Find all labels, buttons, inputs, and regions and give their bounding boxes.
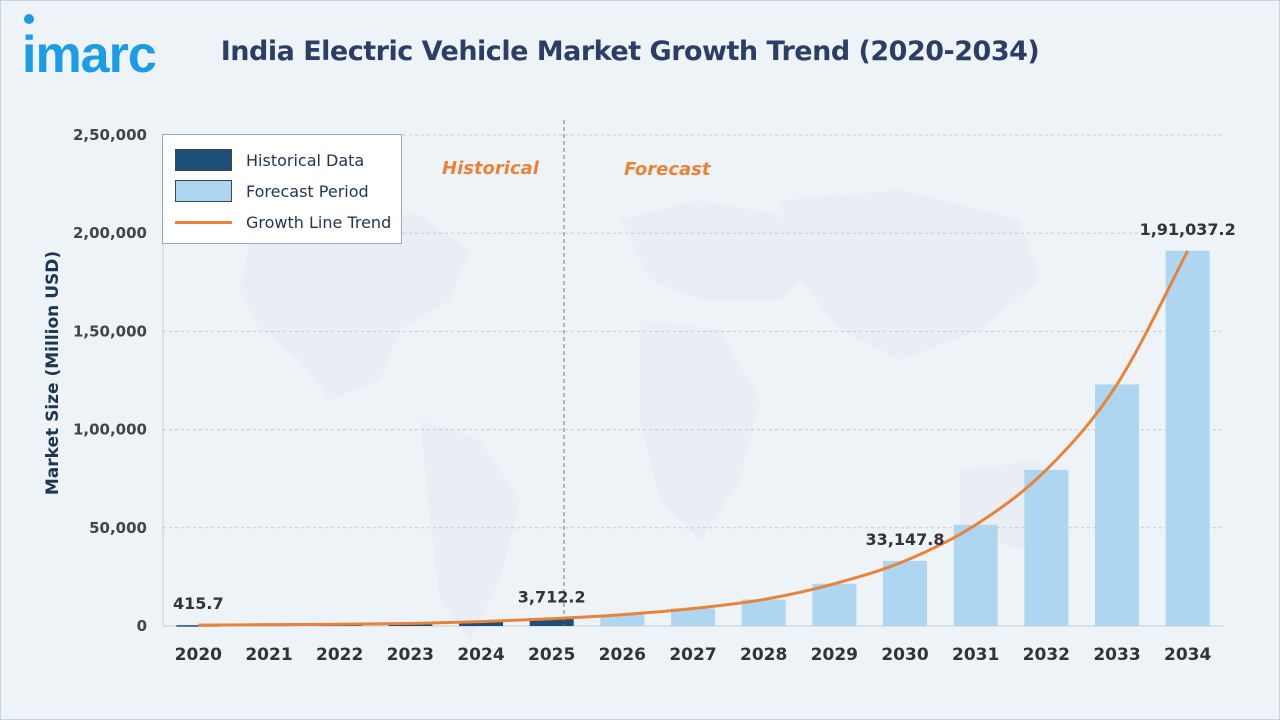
y-tick-label: 2,50,000	[73, 126, 147, 144]
bar-forecast-2027	[671, 608, 715, 626]
bar-forecast-2030	[883, 560, 927, 626]
y-tick-label: 1,50,000	[73, 322, 147, 340]
chart-title: India Electric Vehicle Market Growth Tre…	[220, 36, 1040, 67]
growth-trend-line	[198, 250, 1189, 627]
world-map-watermark	[240, 190, 1070, 640]
x-tick-label: 2031	[952, 645, 999, 665]
data-label-2030: 33,147.8	[866, 530, 945, 549]
data-labels: 415.7 3,712.2 33,147.8 1,91,037.2	[173, 220, 1236, 613]
y-tick-label: 2,00,000	[73, 224, 147, 242]
bar-forecast-2033	[1095, 384, 1139, 626]
y-axis-label: Market Size (Million USD)	[43, 251, 63, 495]
x-tick-label: 2032	[1023, 645, 1070, 665]
x-tick-label: 2027	[669, 645, 716, 665]
historical-period-label: Historical	[442, 158, 539, 179]
x-tick-label: 2022	[316, 645, 363, 665]
logo-text: imarc	[22, 26, 156, 84]
legend-item-historical: Historical Data	[175, 148, 364, 172]
data-label-2025: 3,712.2	[518, 588, 586, 607]
imarc-logo: imarc	[22, 14, 157, 84]
y-tick-label: 0	[137, 617, 147, 635]
forecast-period-label: Forecast	[624, 159, 711, 180]
y-tick-labels: 0 50,000 1,00,000 1,50,000 2,00,000 2,50,000	[73, 126, 147, 635]
legend: Historical Data Forecast Period Growth L…	[162, 134, 402, 244]
bar-forecast-2031	[953, 524, 998, 626]
x-tick-label: 2023	[387, 645, 434, 665]
x-tick-label: 2021	[245, 645, 292, 665]
x-tick-label: 2033	[1093, 645, 1140, 665]
x-tick-label: 2024	[457, 645, 504, 665]
x-tick-label: 2025	[528, 645, 575, 665]
bar-historical-2020	[176, 625, 221, 627]
bar-forecast-2029	[812, 583, 857, 626]
bar-forecast-2026	[600, 614, 645, 626]
y-tick-label: 1,00,000	[73, 421, 147, 439]
x-tick-label: 2029	[811, 645, 858, 665]
bars	[176, 250, 1210, 627]
x-tick-label: 2026	[599, 645, 646, 665]
legend-swatch-historical	[175, 149, 232, 171]
x-tick-label: 2028	[740, 645, 787, 665]
legend-swatch-trend	[175, 220, 232, 224]
legend-label-historical: Historical Data	[246, 150, 365, 170]
bar-historical-2024	[459, 621, 503, 626]
data-label-2020: 415.7	[173, 594, 224, 613]
legend-item-forecast: Forecast Period	[175, 179, 369, 203]
x-tick-labels: 2020 2021 2022 2023 2024 2025 2026 2027 2028 2029…	[175, 645, 1212, 665]
data-label-2034: 1,91,037.2	[1140, 220, 1236, 239]
bar-historical-2025	[529, 618, 574, 626]
legend-swatch-forecast	[175, 180, 232, 202]
y-tick-label: 50,000	[89, 519, 147, 537]
legend-label-forecast: Forecast Period	[246, 181, 369, 201]
x-tick-label: 2034	[1164, 645, 1211, 665]
x-tick-label: 2020	[175, 645, 222, 665]
bar-forecast-2028	[741, 599, 786, 626]
legend-item-trend: Growth Line Trend	[175, 210, 391, 234]
x-tick-label: 2030	[881, 645, 928, 665]
bar-forecast-2034	[1165, 250, 1210, 627]
bar-forecast-2032	[1024, 469, 1069, 626]
legend-label-trend: Growth Line Trend	[246, 212, 392, 232]
